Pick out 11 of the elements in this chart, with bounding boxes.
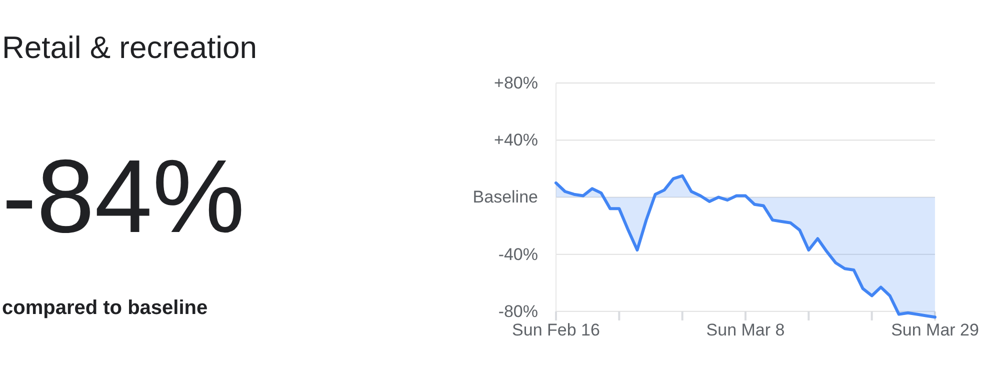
y-tick-label: Baseline	[472, 188, 538, 207]
y-tick-label: +40%	[494, 130, 538, 150]
x-tick-label: Sun Mar 29	[891, 320, 979, 340]
y-tick-label: -80%	[498, 302, 538, 321]
x-tick-label: Sun Mar 8	[706, 320, 785, 340]
text: -84%	[2, 139, 245, 255]
y-tick-label: -40%	[498, 244, 538, 264]
text: compared to baseline	[2, 297, 208, 319]
text: Retail & recreation	[2, 30, 258, 65]
y-tick-label: +80%	[494, 73, 538, 92]
x-tick-label: Sun Feb 16	[512, 320, 600, 340]
